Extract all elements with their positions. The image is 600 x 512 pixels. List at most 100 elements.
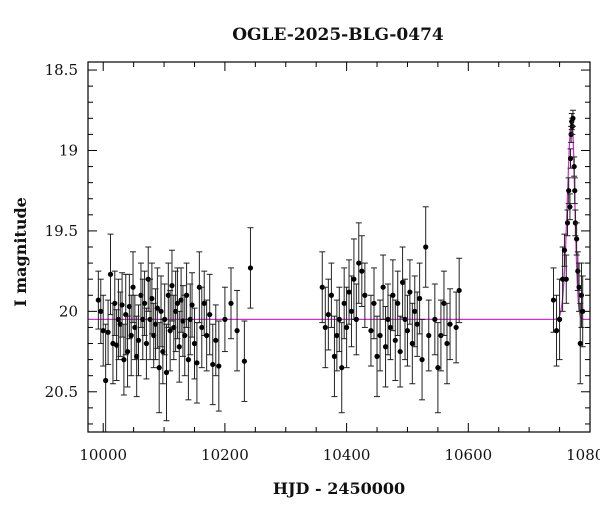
data-point [417,295,423,302]
data-point [222,316,228,322]
data-point [566,188,572,194]
data-point [402,316,408,322]
data-point [574,236,580,242]
data-point [382,344,389,350]
data-point [162,316,168,322]
data-point [432,316,438,322]
data-point [341,300,347,306]
data-point [135,337,142,343]
data-point [128,332,134,339]
data-point [141,300,148,306]
data-point [387,324,394,331]
data-point [377,332,383,339]
x-tick-label: 10000 [79,446,127,464]
data-point [575,268,581,274]
data-point [167,328,173,334]
data-point [169,283,175,289]
data-point [112,300,118,306]
data-point [107,271,114,277]
data-point [154,305,160,311]
data-point [204,332,210,339]
data-point [395,300,401,306]
data-point [368,328,374,334]
data-point [180,318,186,324]
y-tick-label: 19.5 [45,222,78,240]
data-point [553,328,560,334]
data-point [380,284,386,290]
data-point [426,332,432,339]
data-point [322,324,328,331]
data-point [213,337,219,343]
data-point [344,324,350,331]
data-point [165,292,171,298]
data-point [423,244,429,250]
data-point [185,357,191,363]
data-point [339,365,345,371]
data-point [577,340,583,347]
data-point [95,297,101,303]
data-point [572,188,578,194]
data-point [348,308,355,314]
data-point [414,321,420,327]
data-point [189,302,195,308]
data-point [328,292,334,298]
data-point [234,328,240,334]
data-point [556,316,563,322]
data-point [441,300,447,306]
data-point [113,342,120,348]
data-point [176,344,182,350]
data-point [201,300,207,306]
x-tick-label: 10800 [566,446,600,464]
data-point [419,357,425,363]
data-point [444,340,450,347]
data-point [216,363,222,369]
data-point [151,332,157,339]
data-point [409,340,415,347]
data-point [241,358,247,364]
y-tick-label: 20 [59,302,78,320]
data-layer [88,109,590,432]
data-point [199,324,205,331]
data-point [134,353,140,359]
data-point [319,284,325,290]
x-axis-label: HJD - 2450000 [273,479,405,498]
data-point [392,337,398,343]
data-point [371,300,377,306]
data-point [435,365,441,371]
y-tick-label: 18.5 [45,61,78,79]
data-point [187,316,193,322]
data-point [412,308,418,314]
data-point [149,295,155,302]
data-point [334,332,340,339]
data-point [353,316,359,322]
data-point [576,284,582,290]
data-point [325,311,331,318]
data-point [171,324,177,331]
data-point [207,311,213,318]
data-point [571,163,577,170]
x-tick-label: 10400 [323,446,371,464]
data-point [103,377,109,384]
data-point [561,247,568,253]
data-point [362,292,368,298]
data-point [124,348,131,355]
data-point [456,287,462,294]
data-point [374,353,380,359]
data-point [564,220,571,226]
data-point [121,357,127,363]
data-point [130,284,136,290]
data-point [397,348,403,355]
data-point [453,324,459,331]
data-point [247,265,254,271]
data-point [331,353,338,359]
y-axis-label: I magnitude [11,197,30,307]
data-point [399,279,406,285]
data-point [550,297,557,303]
data-point [115,316,122,322]
data-point [228,300,234,306]
data-point [578,292,585,298]
data-point [147,316,153,322]
data-point [560,276,566,282]
data-point [132,324,138,331]
